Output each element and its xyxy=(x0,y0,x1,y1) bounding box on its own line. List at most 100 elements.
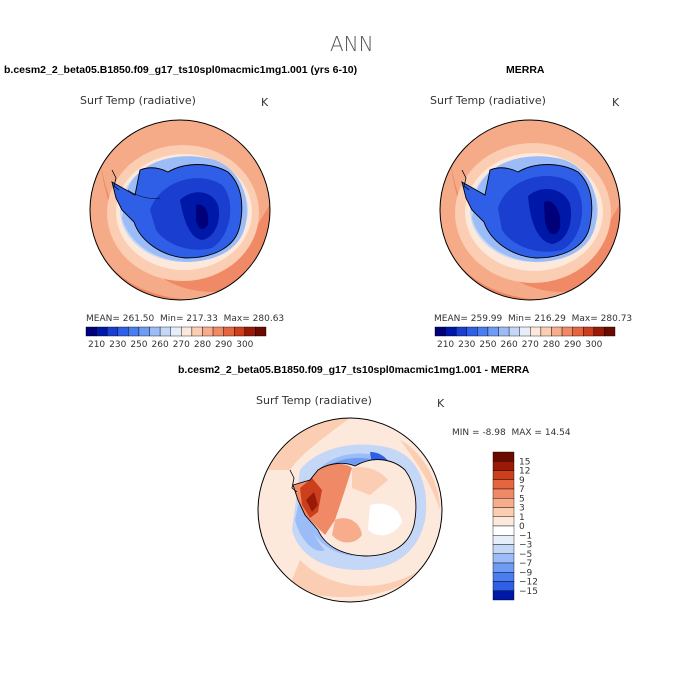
panel1-colorbar-swatch xyxy=(255,326,267,337)
panel3-max-label: MAX = xyxy=(511,428,542,438)
panel1-colorbar-swatch xyxy=(170,326,182,337)
panel3-min-value: -8.98 xyxy=(482,428,506,438)
panel3-colorbar-swatch xyxy=(492,590,515,601)
panel1-colorbar-swatch xyxy=(117,326,129,337)
panel1-colorbar-tick-label: 230 xyxy=(109,340,126,350)
panel3-colorbar-swatch xyxy=(492,479,515,490)
panel1-max-value: 280.63 xyxy=(252,314,285,324)
panel3-colorbar-tick-label: −15 xyxy=(519,587,538,597)
panel2-min-label: Min= xyxy=(508,314,532,324)
panel1-colorbar-swatch xyxy=(181,326,193,337)
panel2-colorbar: 210 230 250 260 270 280 290 300 xyxy=(434,326,616,350)
panel1-variable-label: Surf Temp (radiative) xyxy=(80,94,196,107)
panel2-colorbar-swatch xyxy=(519,326,531,337)
panel2-title: MERRA xyxy=(506,64,545,76)
panel1-colorbar-swatch xyxy=(138,326,150,337)
panel3-colorbar-swatch xyxy=(492,553,515,564)
panel1-stats: MEAN= 261.50 Min= 217.33 Max= 280.63 xyxy=(86,314,284,324)
panel1-colorbar-tick-label: 270 xyxy=(173,340,190,350)
panel3-colorbar-tick-label: −3 xyxy=(519,541,532,551)
panel1-mean-value: 261.50 xyxy=(122,314,155,324)
panel3-colorbar-swatch xyxy=(492,544,515,554)
panel3-stats: MIN = -8.98 MAX = 14.54 xyxy=(452,428,571,438)
panel1-colorbar-swatch xyxy=(212,326,224,337)
panel2-map xyxy=(440,120,620,300)
panel3-variable-label: Surf Temp (radiative) xyxy=(256,394,372,407)
panel1-colorbar-swatch xyxy=(128,326,140,337)
panel2-max-value: 280.73 xyxy=(600,314,633,324)
panel2-colorbar-swatch xyxy=(583,326,595,337)
panel2-colorbar-swatch xyxy=(434,326,446,337)
panel3-colorbar-tick-label: 5 xyxy=(519,494,525,504)
panel2-mean-value: 259.99 xyxy=(470,314,503,324)
panel2-colorbar-tick-label: 280 xyxy=(543,340,560,350)
panel2-colorbar-tick-label: 250 xyxy=(479,340,496,350)
panel1-max-label: Max= xyxy=(223,314,250,324)
panel1-colorbar-swatch xyxy=(96,326,108,337)
panel3-colorbar-tick-label: 0 xyxy=(519,522,525,532)
panel3-units-label: K xyxy=(437,397,445,410)
panel1-units-label: K xyxy=(261,96,269,109)
panel1-colorbar-tick-label: 280 xyxy=(194,340,211,350)
panel2-colorbar-swatch xyxy=(540,326,552,337)
panel3-colorbar-tick-label: 15 xyxy=(519,457,530,467)
panel1-colorbar-tick-label: 290 xyxy=(215,340,232,350)
panel3-colorbar-swatch xyxy=(492,470,515,480)
panel1-colorbar-swatch xyxy=(234,326,246,337)
panel2-colorbar-tick-label: 290 xyxy=(564,340,581,350)
figure-title: ANN xyxy=(330,32,374,56)
panel3-colorbar-tick-label: 12 xyxy=(519,467,530,477)
panel3-colorbar-tick-label: 3 xyxy=(519,504,525,514)
panel3-colorbar-tick-label: 7 xyxy=(519,485,525,495)
panel1-colorbar-swatch xyxy=(191,326,203,337)
panel2-colorbar-tick-label: 270 xyxy=(522,340,539,350)
panel2-colorbar-tick-label: 230 xyxy=(458,340,475,350)
panel2-mean-label: MEAN= xyxy=(434,314,468,324)
panel2-colorbar-tick-label: 210 xyxy=(437,340,454,350)
panel3-colorbar-swatch xyxy=(492,461,515,471)
panel2-min-value: 216.29 xyxy=(534,314,566,324)
panel3-colorbar-tick-label: −9 xyxy=(519,568,533,578)
panel1-colorbar-swatch xyxy=(159,326,171,337)
panel1-colorbar-swatch xyxy=(223,326,235,337)
panel2-colorbar-swatch xyxy=(551,326,563,337)
panel1-title: b.cesm2_2_beta05.B1850.f09_g17_ts10spl0m… xyxy=(4,64,358,76)
panel1-colorbar: 210 230 250 260 270 280 290 300 xyxy=(85,326,267,350)
panel3-colorbar-swatch xyxy=(492,507,515,517)
panel1-colorbar-swatch xyxy=(85,326,97,337)
panel1-colorbar-tick-label: 250 xyxy=(130,340,147,350)
panel3-title: b.cesm2_2_beta05.B1850.f09_g17_ts10spl0m… xyxy=(178,364,530,376)
panel1-colorbar-tick-label: 300 xyxy=(236,340,253,350)
panel1-colorbar-swatch xyxy=(202,326,214,337)
panel2-colorbar-swatch xyxy=(593,326,605,337)
panel1-colorbar-tick-label: 210 xyxy=(88,340,105,350)
panel2-colorbar-swatch xyxy=(487,326,499,337)
panel2-colorbar-swatch xyxy=(466,326,478,337)
panel1-colorbar-tick-label: 260 xyxy=(152,340,169,350)
panel2-colorbar-swatch xyxy=(604,326,616,337)
panel2-variable-label: Surf Temp (radiative) xyxy=(430,94,546,107)
panel3-colorbar-tick-label: −1 xyxy=(519,531,532,541)
panel2-units-label: K xyxy=(612,96,620,109)
panel3-colorbar-swatch xyxy=(492,581,515,591)
panel2-colorbar-tick-label: 260 xyxy=(501,340,518,350)
panel3-colorbar-tick-label: 9 xyxy=(519,476,525,486)
panel1-min-label: Min= xyxy=(160,314,184,324)
panel3-colorbar-swatch xyxy=(492,488,515,499)
panel3-colorbar-swatch xyxy=(492,516,515,527)
panel2-colorbar-swatch xyxy=(530,326,542,337)
panel2-colorbar-tick-label: 300 xyxy=(585,340,602,350)
panel3-colorbar-swatch xyxy=(492,525,515,536)
panel3-map xyxy=(258,418,442,602)
panel2-stats: MEAN= 259.99 Min= 216.29 Max= 280.73 xyxy=(434,314,632,324)
panel3-colorbar-swatch xyxy=(492,572,515,582)
panel1-mean-label: MEAN= xyxy=(86,314,120,324)
panel1-min-value: 217.33 xyxy=(186,314,218,324)
panel2-colorbar-swatch xyxy=(455,326,467,337)
panel2-colorbar-swatch xyxy=(445,326,457,337)
panel1-colorbar-swatch xyxy=(149,326,161,337)
panel2-colorbar-swatch xyxy=(572,326,584,337)
panel3-colorbar-swatch xyxy=(492,498,515,508)
